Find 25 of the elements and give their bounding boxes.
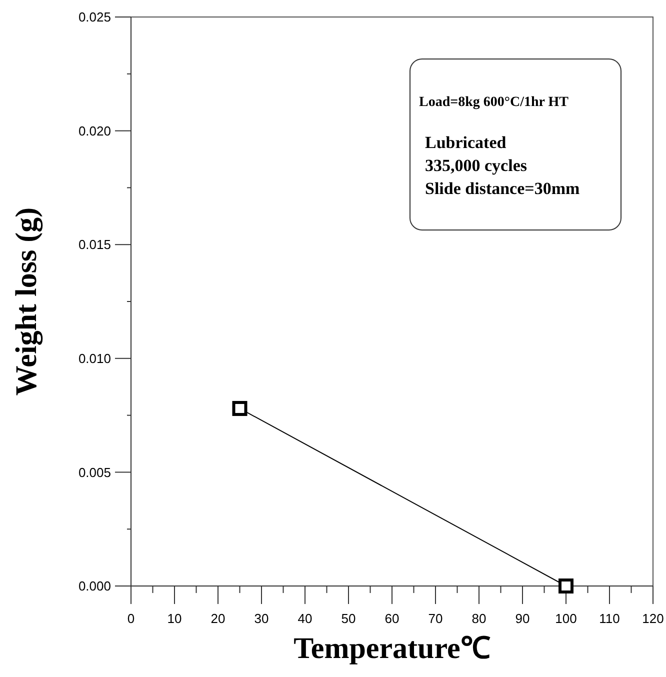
x-axis-title: Temperature℃	[294, 632, 490, 665]
x-tick-label: 90	[515, 611, 530, 626]
x-tick-label: 70	[428, 611, 443, 626]
y-tick-label: 0.015	[78, 237, 111, 252]
y-tick-label: 0.010	[78, 350, 111, 366]
annotation: Lubricated	[425, 133, 507, 152]
y-tick-label: 0.000	[78, 578, 111, 594]
x-tick-label: 100	[555, 611, 577, 626]
y-tick-label: 0.025	[78, 10, 111, 25]
x-tick-label: 10	[167, 611, 182, 626]
x-tick-label: 20	[210, 611, 226, 626]
y-tick-label: 0.005	[78, 464, 111, 480]
annotation: 335,000 cycles	[425, 156, 528, 175]
x-tick-label: 120	[642, 611, 664, 626]
annotation: Slide distance=30mm	[425, 179, 580, 198]
x-tick-label: 40	[298, 611, 312, 626]
annotation: Load=8kg 600°C/1hr HT	[419, 95, 570, 110]
x-tick-label: 30	[254, 611, 269, 626]
x-tick-label: 80	[472, 611, 486, 626]
x-tick-label: 50	[341, 611, 356, 626]
x-tick-label: 110	[599, 611, 620, 626]
x-tick-label: 60	[384, 611, 400, 626]
y-tick-label: 0.020	[78, 123, 111, 138]
x-tick-label: 0	[127, 611, 135, 626]
y-axis-title: Weight loss (g)	[10, 207, 43, 396]
